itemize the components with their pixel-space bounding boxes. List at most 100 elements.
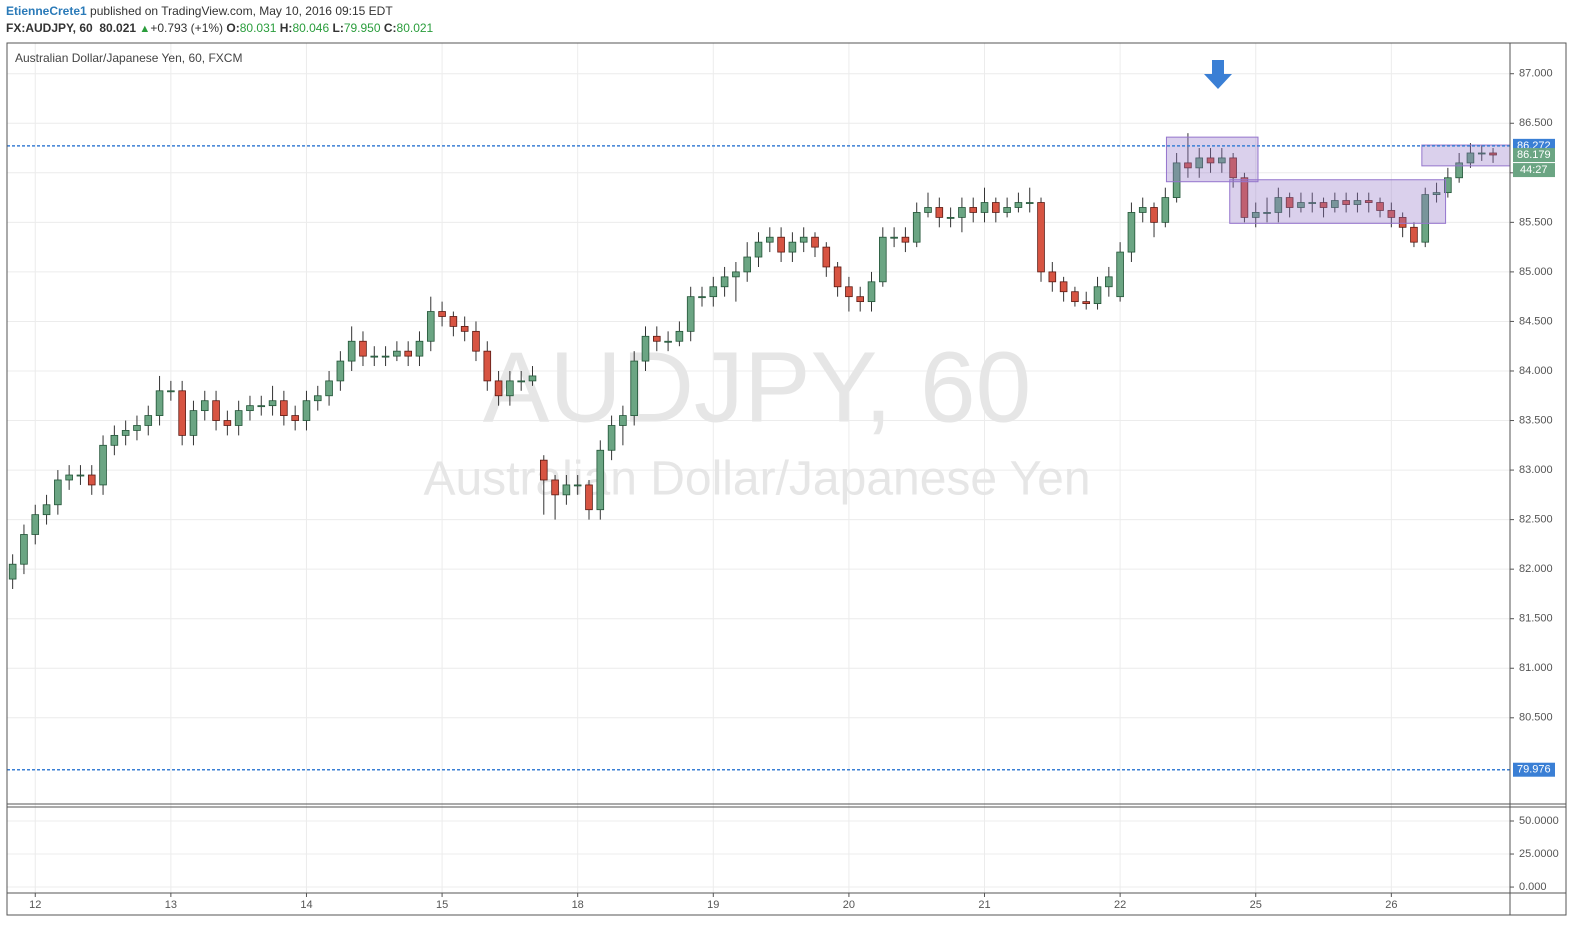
candle-body xyxy=(551,479,559,496)
candle-body xyxy=(1218,157,1226,164)
x-tick-label: 15 xyxy=(436,899,448,911)
header-line-1: EtienneCrete1 published on TradingView.c… xyxy=(6,3,433,20)
candle-body xyxy=(1308,202,1317,204)
candle-body xyxy=(506,380,514,397)
candle-body xyxy=(1150,207,1158,223)
x-tick-label: 25 xyxy=(1250,899,1262,911)
candle-body xyxy=(144,415,153,426)
candle-body xyxy=(1410,226,1418,243)
candle-body xyxy=(641,335,650,362)
x-tick-label: 21 xyxy=(978,899,990,911)
candle-body xyxy=(347,340,356,362)
published: published on TradingView.com, May 10, 20… xyxy=(90,4,393,18)
candle-body xyxy=(1466,152,1475,164)
up-triangle: ▲ xyxy=(139,23,151,35)
low-label: L: xyxy=(332,21,344,35)
candle-body xyxy=(99,444,107,486)
candle-body xyxy=(766,236,774,243)
candle-body xyxy=(1003,207,1011,213)
candle-body xyxy=(1477,152,1486,155)
candle-body xyxy=(1206,157,1215,164)
candle-body xyxy=(1014,202,1023,208)
candle-body xyxy=(1432,192,1441,196)
last-price-label: 86.179 xyxy=(1517,149,1551,161)
x-tick-label: 13 xyxy=(165,899,177,911)
high-label: H: xyxy=(279,21,293,35)
candle-body xyxy=(1082,301,1091,305)
candle-body xyxy=(155,390,164,416)
candle-body xyxy=(494,380,503,397)
candle-body xyxy=(1364,200,1373,203)
range-box xyxy=(1165,136,1259,183)
candle-body xyxy=(1071,291,1079,303)
candle-body xyxy=(969,207,978,213)
price-line-tag xyxy=(1513,762,1555,777)
symbol: FX:AUDJPY, 60 xyxy=(6,21,93,35)
down-arrow xyxy=(1204,60,1232,89)
candle-body xyxy=(1274,197,1283,213)
x-tick-label: 26 xyxy=(1385,899,1397,911)
candle-body xyxy=(1172,162,1181,198)
candle-body xyxy=(257,405,266,408)
candle-body xyxy=(1037,202,1045,273)
candle-body xyxy=(912,212,921,243)
x-tick-label: 18 xyxy=(572,899,584,911)
y-tick-label: 86.500 xyxy=(1519,117,1553,129)
candle-body xyxy=(686,296,695,332)
watermark: AUDJPY, 60 xyxy=(483,331,1031,443)
y-tick-label: 87.000 xyxy=(1519,68,1553,80)
candle-body xyxy=(370,355,379,358)
candle-body xyxy=(879,236,887,283)
candle-body xyxy=(799,236,808,243)
price-line-label: 79.976 xyxy=(1517,764,1551,776)
candle-body xyxy=(1229,157,1237,179)
candle-body xyxy=(1489,152,1497,156)
candle-body xyxy=(1285,197,1294,208)
y-tick-label: 85.500 xyxy=(1519,216,1553,228)
candle-body xyxy=(788,241,797,253)
y-tick-label: 82.000 xyxy=(1519,563,1553,575)
candle-body xyxy=(212,400,220,421)
candle-body xyxy=(630,360,638,416)
candle-body xyxy=(1251,212,1260,218)
candle-body xyxy=(653,335,661,342)
x-tick-label: 14 xyxy=(300,899,312,911)
candle-body xyxy=(935,207,944,218)
candle-body xyxy=(167,390,175,393)
candle-body xyxy=(1195,157,1204,169)
candle-body xyxy=(833,266,842,288)
candle-body xyxy=(980,202,989,213)
candle-body xyxy=(268,400,277,407)
candle-body xyxy=(483,350,492,382)
author[interactable]: EtienneCrete1 xyxy=(6,4,87,18)
candle-body xyxy=(1398,216,1407,228)
candle-body xyxy=(732,271,740,278)
candle-body xyxy=(924,207,932,213)
y-tick-label: 25.0000 xyxy=(1519,848,1559,860)
candle-body xyxy=(709,286,718,298)
candle-body xyxy=(178,390,186,436)
candle-body xyxy=(1444,177,1452,194)
header: EtienneCrete1 published on TradingView.c… xyxy=(6,3,433,38)
candle-body xyxy=(1297,202,1305,208)
open-label: O: xyxy=(226,21,240,35)
candle-body xyxy=(822,246,831,268)
candle-body xyxy=(1353,200,1362,205)
y-tick-label: 81.000 xyxy=(1519,662,1553,674)
candle-body xyxy=(845,286,853,298)
candle-body xyxy=(528,375,537,382)
candle-body xyxy=(856,296,864,303)
candle-body xyxy=(234,410,243,426)
y-tick-label: 50.0000 xyxy=(1519,815,1559,827)
candle-body xyxy=(1184,162,1192,169)
chart-title: Australian Dollar/Japanese Yen, 60, FXCM xyxy=(15,51,242,65)
y-tick-label: 80.500 xyxy=(1519,712,1553,724)
candle-body xyxy=(720,276,729,288)
range-box xyxy=(1421,144,1511,167)
close: 80.021 xyxy=(396,21,434,35)
candle-body xyxy=(1387,210,1396,218)
candle-body xyxy=(336,360,345,382)
candle-body xyxy=(189,410,198,436)
y-tick-label: 0.000 xyxy=(1519,881,1547,893)
